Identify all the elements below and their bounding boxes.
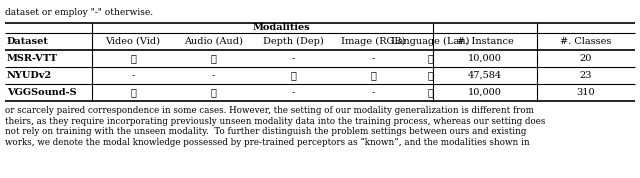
Text: #. Instance: #. Instance xyxy=(456,37,513,46)
Text: ✓: ✓ xyxy=(427,88,433,97)
Text: Image (RGB): Image (RGB) xyxy=(341,37,405,46)
Text: works, we denote the modal knowledge possessed by pre-trained perceptors as “kno: works, we denote the modal knowledge pos… xyxy=(5,137,530,147)
Text: -: - xyxy=(371,54,374,63)
Text: ✓: ✓ xyxy=(370,71,376,80)
Text: ✓: ✓ xyxy=(427,71,433,80)
Text: ✓: ✓ xyxy=(130,88,136,97)
Text: 10,000: 10,000 xyxy=(468,54,502,63)
Text: ✓: ✓ xyxy=(210,88,216,97)
Text: 20: 20 xyxy=(580,54,592,63)
Text: 310: 310 xyxy=(577,88,595,97)
Text: Modalities: Modalities xyxy=(253,23,310,33)
Text: not rely on training with the unseen modality.  To further distinguish the probl: not rely on training with the unseen mod… xyxy=(5,127,526,136)
Text: #. Classes: #. Classes xyxy=(560,37,612,46)
Text: Dataset: Dataset xyxy=(7,37,49,46)
Text: theirs, as they require incorporating previously unseen modality data into the t: theirs, as they require incorporating pr… xyxy=(5,116,545,125)
Text: Language (Lan): Language (Lan) xyxy=(391,37,469,46)
Text: -: - xyxy=(291,54,294,63)
Text: Video (Vid): Video (Vid) xyxy=(106,37,161,46)
Text: -: - xyxy=(291,88,294,97)
Text: dataset or employ "-" otherwise.: dataset or employ "-" otherwise. xyxy=(5,8,153,17)
Text: Depth (Dep): Depth (Dep) xyxy=(262,37,323,46)
Text: ✓: ✓ xyxy=(130,54,136,63)
Text: 10,000: 10,000 xyxy=(468,88,502,97)
Text: -: - xyxy=(211,71,214,80)
Text: ✓: ✓ xyxy=(290,71,296,80)
Text: MSR-VTT: MSR-VTT xyxy=(7,54,58,63)
Text: 47,584: 47,584 xyxy=(468,71,502,80)
Text: 23: 23 xyxy=(580,71,592,80)
Text: VGGSound-S: VGGSound-S xyxy=(7,88,77,97)
Text: or scarcely paired correspondence in some cases. However, the setting of our mod: or scarcely paired correspondence in som… xyxy=(5,106,534,115)
Text: -: - xyxy=(371,88,374,97)
Text: Audio (Aud): Audio (Aud) xyxy=(184,37,243,46)
Text: ✓: ✓ xyxy=(427,54,433,63)
Text: -: - xyxy=(131,71,134,80)
Text: ✓: ✓ xyxy=(210,54,216,63)
Text: NYUDv2: NYUDv2 xyxy=(7,71,52,80)
